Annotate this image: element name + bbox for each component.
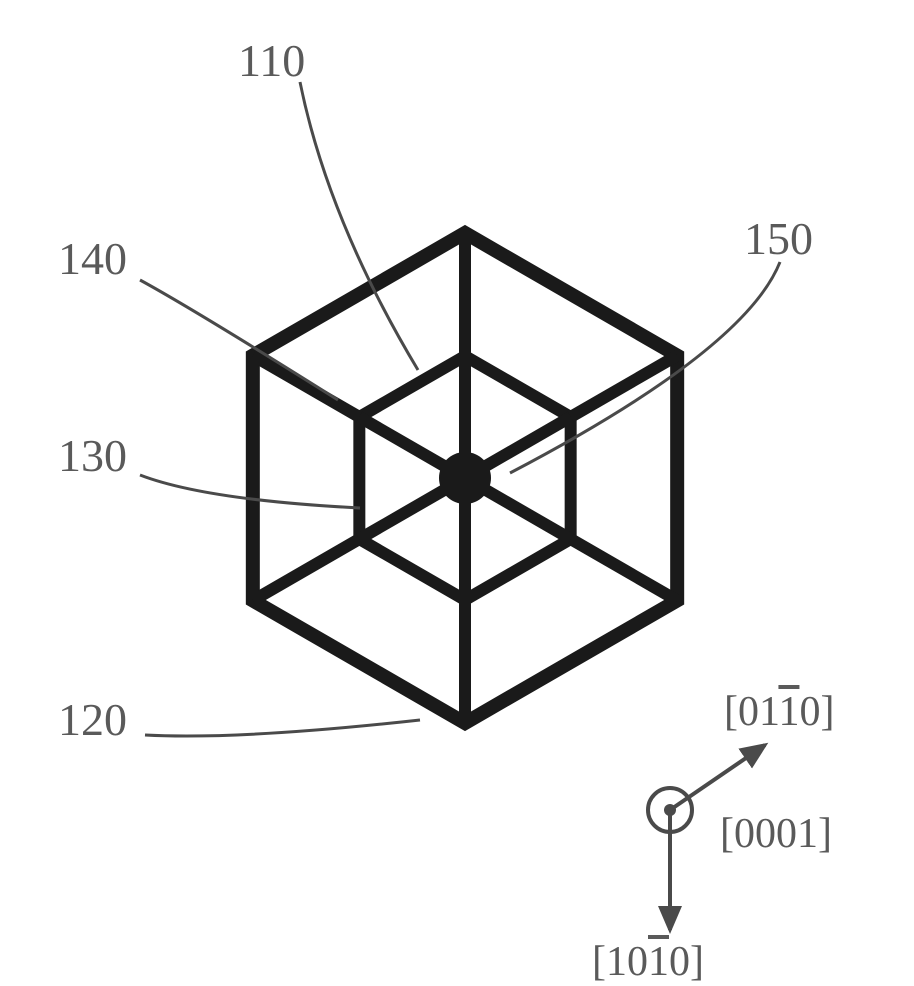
label-120: 120	[58, 693, 127, 746]
axis-label-0110: [0110]	[724, 688, 834, 736]
hexagon-structure	[253, 233, 677, 723]
axis-label-0001: [0001]	[720, 810, 832, 858]
label-140: 140	[58, 232, 127, 285]
label-150: 150	[744, 212, 813, 265]
label-130: 130	[58, 429, 127, 482]
axis-label-1010: [1010]	[592, 938, 704, 986]
label-110: 110	[238, 34, 305, 87]
